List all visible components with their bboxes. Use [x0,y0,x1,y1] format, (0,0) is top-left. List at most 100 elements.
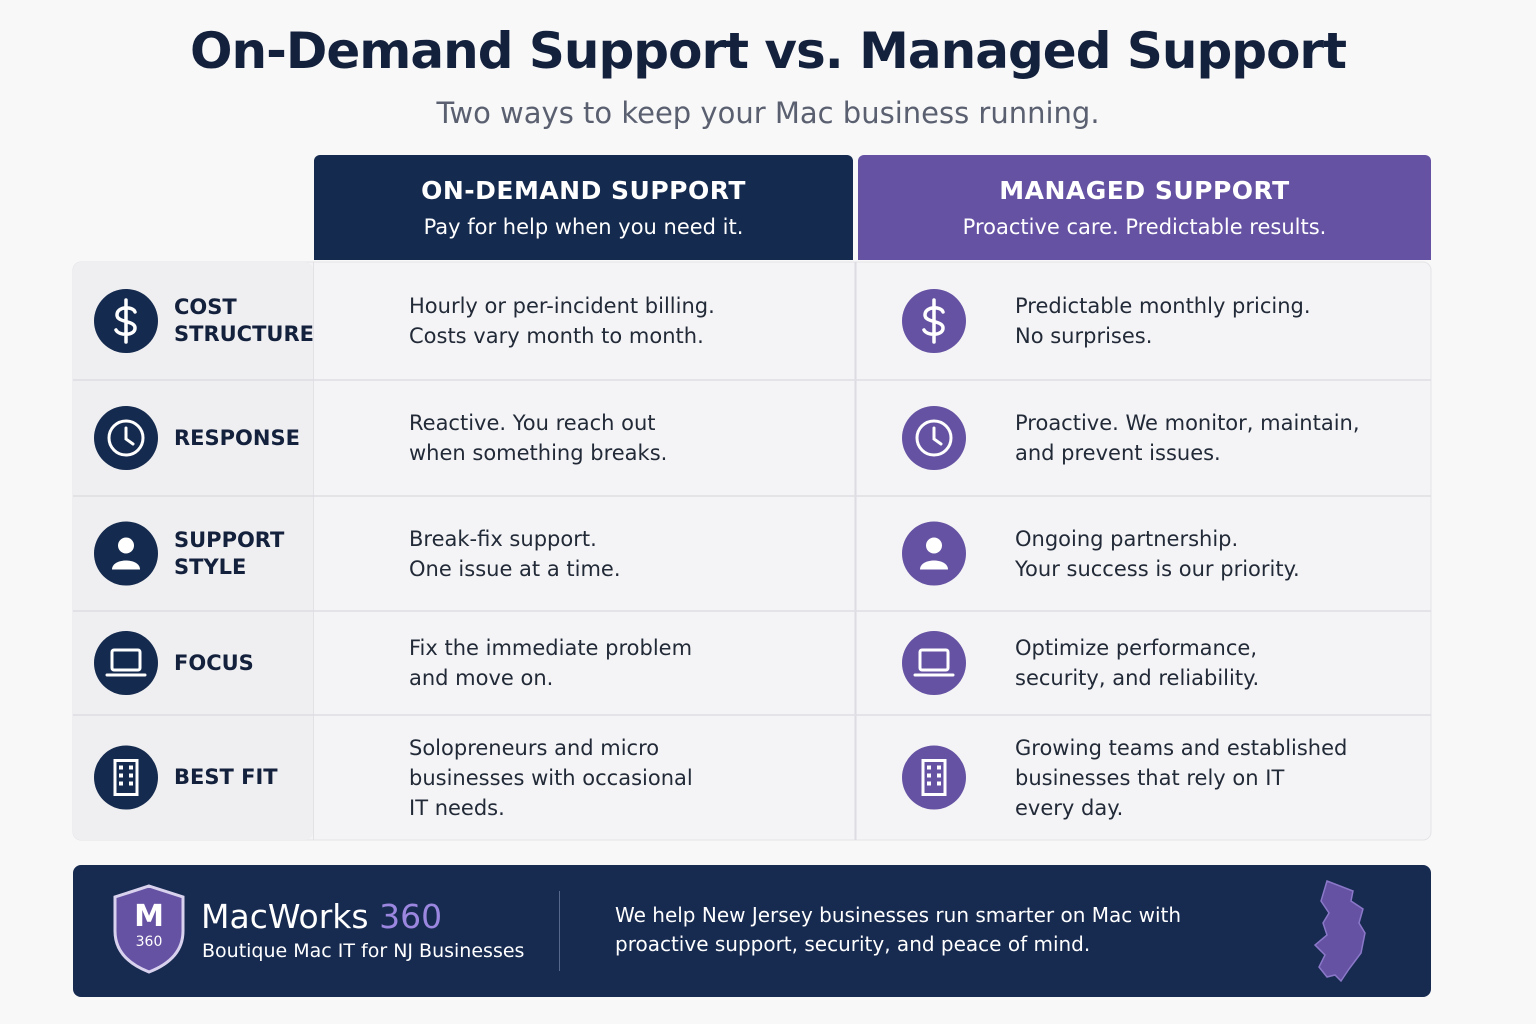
text-line: FOCUS [174,650,254,675]
row-label: FOCUS [174,611,312,715]
icon-glyph [113,759,139,796]
icon-circle [94,631,158,695]
icon-glyph [927,765,931,770]
text-line: and prevent issues. [1015,441,1221,465]
icon-glyph [118,537,134,554]
label-column [73,262,313,840]
text-line: businesses that rely on IT [1015,765,1285,790]
icon-glyph [920,560,948,570]
text-line: Proactive. We monitor, maintain, [1015,411,1360,435]
icon-glyph [114,298,137,344]
icon [902,631,966,695]
column-subtitle: Pay for help when you need it. [423,215,744,239]
icon-glyph [124,426,135,446]
text-line: COST [174,295,237,319]
cell: Ongoing partnership. Your success is our … [1015,496,1300,611]
row-label: SUPPORT STYLE [174,496,312,611]
icon-glyph [129,781,133,786]
column-header: ON-DEMAND SUPPORT Pay for help when you … [314,155,853,260]
column-title: ON-DEMAND SUPPORT [421,176,746,205]
text-line: businesses with occasional [409,765,693,790]
text-line: Break-fix support. [409,526,597,551]
icon [902,521,966,586]
subtitle: Two ways to keep your Mac business runni… [436,96,1100,130]
icon [94,521,158,586]
text-line: Hourly or per-incident billing. [409,294,715,318]
text-line: STRUCTURE [174,322,314,346]
icon-circle [902,631,966,695]
row-label: COST STRUCTURE [174,262,314,380]
icon-glyph [119,773,123,778]
brand-accent: 360 [379,897,443,936]
logo-letter: M [134,899,164,934]
description: We help New Jersey businesses run smarte… [615,901,1181,959]
text-line: IT needs. [409,795,505,820]
brand: MacWorks 360 [201,897,442,936]
text-line: Growing teams and established [1015,735,1348,760]
cell: Proactive. We monitor, maintain, and prev… [1015,380,1360,496]
logo-number: 360 [136,934,163,950]
icon [902,745,966,810]
footer: M 360 MacWorks 360 Boutique Mac IT for N… [73,865,1431,997]
text-line: security, and reliability. [1015,666,1260,690]
icon [902,289,966,353]
icon-glyph [119,765,123,770]
icon-glyph [937,773,941,778]
icon [94,631,158,695]
text-line: BEST FIT [174,765,278,789]
cell: Fix the immediate problem and move on. [409,611,692,715]
icon [902,406,966,470]
text-line: No surprises. [1015,324,1153,348]
icon [94,289,158,353]
text-line: Solopreneurs and micro [409,735,660,760]
text-line: Optimize performance, [1015,636,1258,660]
icon-circle [902,745,966,810]
divider [559,891,560,971]
cell: Break-fix support. One issue at a time. [409,496,621,611]
cell: Hourly or per-incident billing. Costs var… [409,262,715,380]
icon-glyph [932,426,943,446]
icon-glyph [922,298,945,344]
text-line: and move on. [409,666,554,690]
cell: Solopreneurs and micro businesses with oc… [409,715,693,840]
icon-glyph [927,773,931,778]
text-line: when something breaks. [409,441,668,465]
icon-glyph [119,781,123,786]
text-line: Predictable monthly pricing. [1015,294,1311,318]
cell: Predictable monthly pricing. No surprises… [1015,262,1311,380]
row-label: RESPONSE [174,380,312,496]
text-line: proactive support, security, and peace o… [615,932,1091,956]
text-line: Reactive. You reach out [409,411,656,435]
icon-glyph [921,759,947,796]
icon-glyph [112,560,140,570]
column-title: MANAGED SUPPORT [999,176,1290,205]
text-line: every day. [1015,795,1124,820]
text-line: We help New Jersey businesses run smarte… [615,903,1182,927]
cell: Growing teams and established businesses … [1015,715,1347,840]
icon [94,406,158,470]
text-line: Costs vary month to month. [409,324,704,348]
icon-glyph [918,648,950,672]
cell: Optimize performance, security, and relia… [1015,611,1259,715]
text-line: Fix the immediate problem [409,636,693,660]
tagline: Boutique Mac IT for NJ Businesses [202,940,525,962]
nj-map [1313,880,1366,983]
icon-circle [94,745,158,810]
icon [94,745,158,810]
brand-name: MacWorks [201,897,369,936]
icon-glyph [927,781,931,786]
icon-glyph [129,773,133,778]
icon-glyph [110,648,142,672]
column-subtitle: Proactive care. Predictable results. [962,215,1327,239]
icon-glyph [926,537,942,554]
text-line: RESPONSE [174,425,300,450]
text-line: SUPPORT [174,527,285,552]
column-header: MANAGED SUPPORT Proactive care. Predicta… [858,155,1431,260]
text-line: Your success is our priority. [1015,556,1300,581]
icon-glyph [107,419,145,457]
icon-glyph [915,419,953,457]
text-line: Ongoing partnership. [1015,526,1239,551]
text-line: STYLE [174,554,247,579]
title: On-Demand Support vs. Managed Support [190,22,1347,80]
